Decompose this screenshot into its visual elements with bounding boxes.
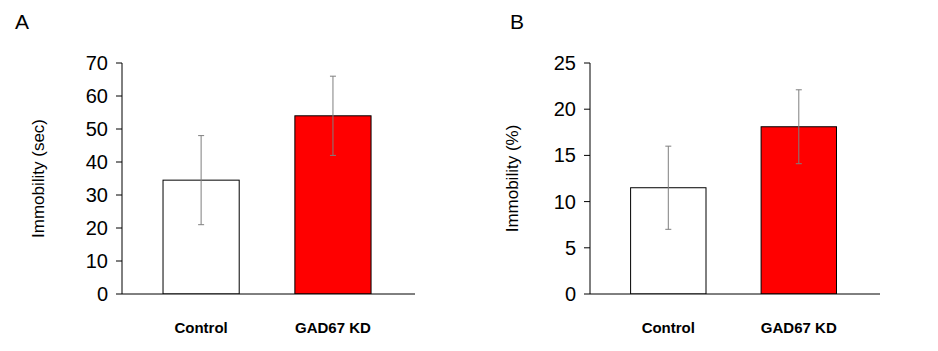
x-tick-label: GAD67 KD — [295, 319, 371, 336]
y-tick — [584, 63, 590, 64]
y-tick — [116, 63, 122, 64]
error-line — [798, 90, 799, 164]
y-tick-label: 15 — [554, 144, 576, 166]
error-line — [201, 136, 202, 225]
y-tick-label: 10 — [86, 250, 108, 272]
error-bar — [665, 146, 671, 229]
y-axis — [122, 63, 123, 294]
panel: A 0 10 20 30 40 50 60 70 Control GAD67 KD Immobilit… — [15, 10, 415, 336]
y-tick-label: 30 — [86, 184, 108, 206]
error-bar — [330, 76, 336, 155]
y-tick — [116, 129, 122, 130]
panel-label: B — [510, 10, 524, 33]
error-cap — [330, 76, 336, 77]
y-tick — [116, 96, 122, 97]
x-tick-label: GAD67 KD — [761, 319, 837, 336]
error-bar — [796, 90, 802, 164]
error-cap — [665, 146, 671, 147]
y-tick-label: 40 — [86, 151, 108, 173]
y-tick-label: 20 — [86, 217, 108, 239]
y-tick-label: 0 — [565, 283, 576, 305]
y-tick-label: 60 — [86, 85, 108, 107]
marks — [163, 76, 371, 294]
y-tick — [116, 228, 122, 229]
y-tick — [584, 201, 590, 202]
y-axis-title: Immobility (sec) — [29, 119, 48, 238]
y-tick — [584, 247, 590, 248]
x-axis — [122, 294, 415, 295]
y-tick — [584, 109, 590, 110]
y-tick — [116, 162, 122, 163]
y-tick-label: 0 — [97, 283, 108, 305]
panel: B 0 5 10 15 20 25 Control GAD67 KD Immobility (%) — [503, 10, 880, 336]
x-axis — [590, 294, 880, 295]
marks — [631, 90, 837, 294]
error-line — [332, 76, 333, 155]
y-tick-label: 25 — [554, 52, 576, 74]
error-cap — [198, 224, 204, 225]
y-tick — [116, 294, 122, 295]
panel-label: A — [15, 10, 29, 33]
figure: A010203040506070ControlGAD67 KDImmobilit… — [0, 0, 938, 351]
error-cap — [796, 89, 802, 90]
y-tick-label: 50 — [86, 118, 108, 140]
y-tick — [116, 195, 122, 196]
y-axis — [590, 63, 591, 294]
y-tick — [116, 261, 122, 262]
y-tick — [584, 294, 590, 295]
error-cap — [665, 229, 671, 230]
y-axis-title: Immobility (%) — [503, 125, 522, 233]
y-tick-label: 5 — [565, 237, 576, 259]
y-tick — [584, 155, 590, 156]
error-cap — [796, 163, 802, 164]
x-tick-label: Control — [642, 319, 695, 336]
error-bar — [198, 136, 204, 225]
y-tick-label: 10 — [554, 191, 576, 213]
y-tick-label: 70 — [86, 52, 108, 74]
error-cap — [198, 135, 204, 136]
error-line — [668, 146, 669, 229]
error-cap — [330, 155, 336, 156]
x-tick-label: Control — [174, 319, 227, 336]
y-tick-label: 20 — [554, 98, 576, 120]
